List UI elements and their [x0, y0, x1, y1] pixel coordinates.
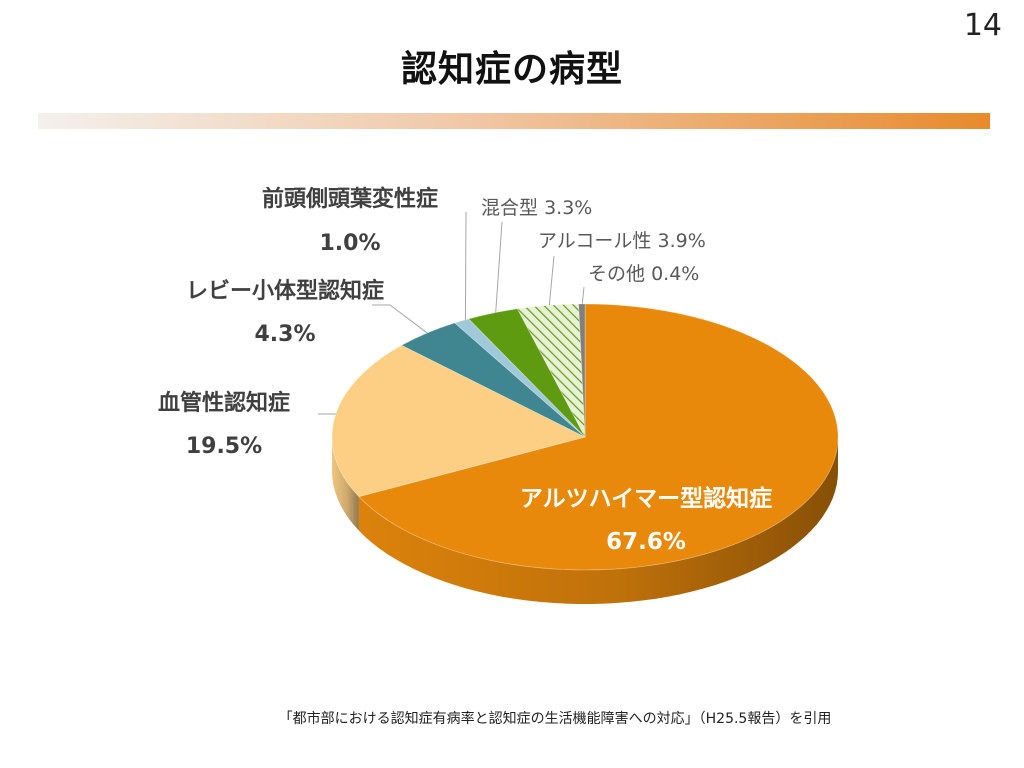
pie-slice-mixed	[467, 308, 586, 438]
page-title: 認知症の病型	[400, 49, 623, 90]
label-other-name: その他	[588, 263, 645, 285]
label-ftld-value: 1.0%	[319, 231, 380, 256]
leader-line-mixed	[494, 221, 503, 317]
leader-line-ftld	[464, 211, 467, 325]
label-alzheimer-value: 67.6%	[606, 529, 686, 555]
label-lewy-name: レビー小体型認知症	[186, 278, 384, 304]
label-mixed-value: 3.3%	[544, 197, 592, 219]
label-alcohol: アルコール性 3.9%	[538, 230, 706, 252]
leader-line-lewy	[372, 304, 432, 337]
pie-side-shade-alzheimer	[358, 437, 838, 604]
label-mixed: 混合型 3.3%	[481, 197, 592, 219]
label-other: その他 0.4%	[588, 263, 699, 285]
pie-side-shade-vascular	[332, 437, 359, 531]
pie-slice-alcohol	[516, 303, 586, 438]
label-ftld-name: 前頭側頭葉変性症	[262, 186, 438, 212]
leader-line-alcohol	[548, 255, 555, 310]
pie-slices	[331, 303, 839, 571]
page-number: 14	[963, 8, 1002, 43]
label-alcohol-name: アルコール性	[538, 230, 651, 252]
label-vascular-value: 19.5%	[186, 434, 262, 459]
source-citation: 「都市部における認知症有病率と認知症の生活機能障害への対応」（H25.5報告）を…	[278, 711, 832, 727]
pie-slice-vascular	[331, 344, 587, 498]
pie-slice-other	[578, 303, 586, 438]
title-underline-bar	[38, 113, 990, 129]
pie-slice-ftld	[453, 318, 586, 438]
label-other-value: 0.4%	[651, 263, 699, 285]
label-mixed-name: 混合型	[481, 197, 538, 219]
label-alzheimer-name: アルツハイマー型認知症	[520, 485, 772, 512]
pie-slice-alzheimer	[358, 303, 839, 571]
pie-sides	[332, 437, 838, 604]
label-vascular-name: 血管性認知症	[158, 390, 290, 416]
pie-slice-lewy	[400, 322, 586, 438]
label-lewy-value: 4.3%	[254, 322, 315, 347]
label-alcohol-value: 3.9%	[657, 230, 705, 252]
